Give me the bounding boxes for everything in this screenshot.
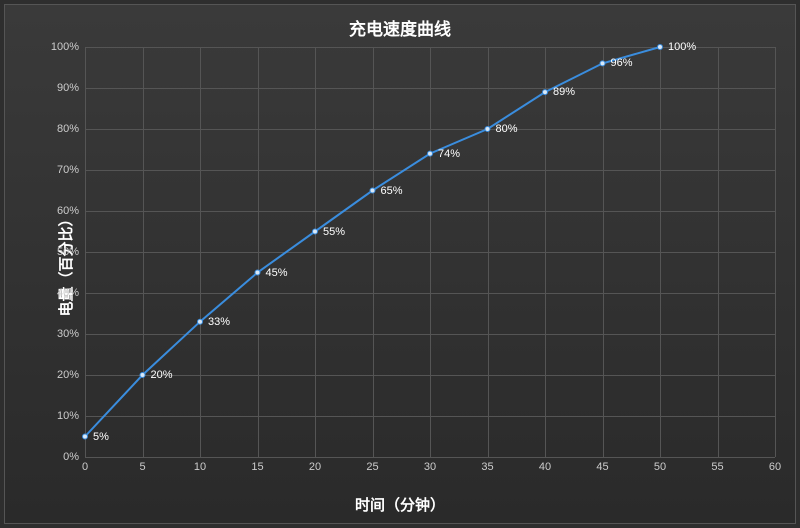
data-marker xyxy=(543,90,548,95)
x-tick-label: 60 xyxy=(769,457,781,473)
y-tick-label: 70% xyxy=(57,164,85,176)
y-tick-label: 10% xyxy=(57,410,85,422)
data-marker xyxy=(198,319,203,324)
data-label: 89% xyxy=(553,86,575,98)
x-tick-label: 10 xyxy=(194,457,206,473)
data-label: 65% xyxy=(381,185,403,197)
x-tick-label: 45 xyxy=(596,457,608,473)
grid-line-vertical xyxy=(775,47,776,457)
y-tick-label: 20% xyxy=(57,369,85,381)
data-label: 33% xyxy=(208,316,230,328)
data-label: 55% xyxy=(323,226,345,238)
data-marker xyxy=(140,373,145,378)
x-tick-label: 25 xyxy=(366,457,378,473)
x-axis-title: 时间（分钟） xyxy=(5,494,795,515)
plot-area: 0%10%20%30%40%50%60%70%80%90%100%0510152… xyxy=(85,47,775,457)
chart-container: 充电速度曲线 电量（百分比） 时间（分钟） 0%10%20%30%40%50%6… xyxy=(4,4,796,524)
data-label: 74% xyxy=(438,148,460,160)
data-marker xyxy=(428,151,433,156)
x-tick-label: 15 xyxy=(251,457,263,473)
data-label: 80% xyxy=(496,123,518,135)
data-marker xyxy=(313,229,318,234)
data-marker xyxy=(370,188,375,193)
data-label: 20% xyxy=(151,369,173,381)
data-marker xyxy=(83,434,88,439)
data-label: 100% xyxy=(668,41,696,53)
y-axis-title: 电量（百分比） xyxy=(55,211,76,316)
data-marker xyxy=(255,270,260,275)
y-tick-label: 90% xyxy=(57,82,85,94)
x-tick-label: 40 xyxy=(539,457,551,473)
x-tick-label: 20 xyxy=(309,457,321,473)
x-tick-label: 55 xyxy=(711,457,723,473)
x-tick-label: 5 xyxy=(139,457,145,473)
x-tick-label: 50 xyxy=(654,457,666,473)
y-tick-label: 80% xyxy=(57,123,85,135)
y-tick-label: 40% xyxy=(57,287,85,299)
data-label: 5% xyxy=(93,431,109,443)
y-tick-label: 30% xyxy=(57,328,85,340)
data-label: 96% xyxy=(611,57,633,69)
y-tick-label: 60% xyxy=(57,205,85,217)
y-tick-label: 100% xyxy=(51,41,85,53)
x-tick-label: 0 xyxy=(82,457,88,473)
x-tick-label: 30 xyxy=(424,457,436,473)
y-tick-label: 50% xyxy=(57,246,85,258)
line-layer xyxy=(85,47,775,457)
chart-title: 充电速度曲线 xyxy=(5,15,795,40)
data-marker xyxy=(485,127,490,132)
data-marker xyxy=(600,61,605,66)
x-tick-label: 35 xyxy=(481,457,493,473)
data-marker xyxy=(658,45,663,50)
data-label: 45% xyxy=(266,267,288,279)
